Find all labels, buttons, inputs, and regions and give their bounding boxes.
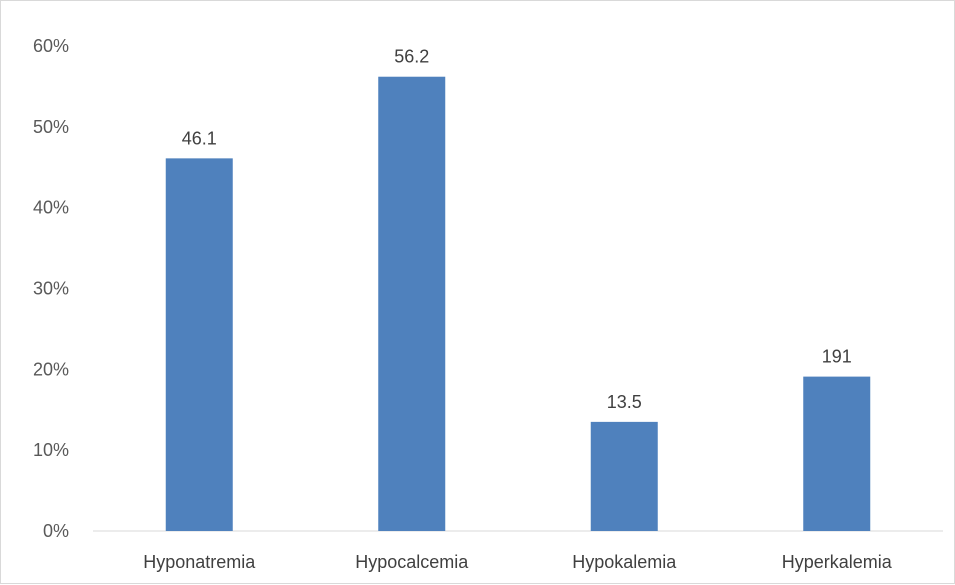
y-axis-ticks: 0% 10% 20% 30% 40% 50% 60% [33,36,69,541]
category-label: Hypokalemia [572,552,677,572]
category-label: Hyponatremia [143,552,256,572]
category-label: Hyperkalemia [782,552,893,572]
bar [378,76,446,531]
y-tick-label: 30% [33,279,69,299]
category-label: Hypocalcemia [355,552,469,572]
data-labels: 46.1 56.2 13.5 191 [182,47,852,412]
bar [803,376,871,531]
y-tick-label: 20% [33,359,69,379]
bar [165,158,233,531]
bars [165,76,871,531]
category-labels: Hyponatremia Hypocalcemia Hypokalemia Hyper… [143,552,893,572]
y-tick-label: 40% [33,198,69,218]
data-label: 191 [822,347,852,367]
y-tick-label: 10% [33,440,69,460]
y-tick-label: 0% [43,521,69,541]
bar [590,421,658,531]
data-label: 46.1 [182,128,217,148]
y-tick-label: 60% [33,36,69,56]
data-label: 13.5 [607,392,642,412]
data-label: 56.2 [394,47,429,67]
y-tick-label: 50% [33,117,69,137]
